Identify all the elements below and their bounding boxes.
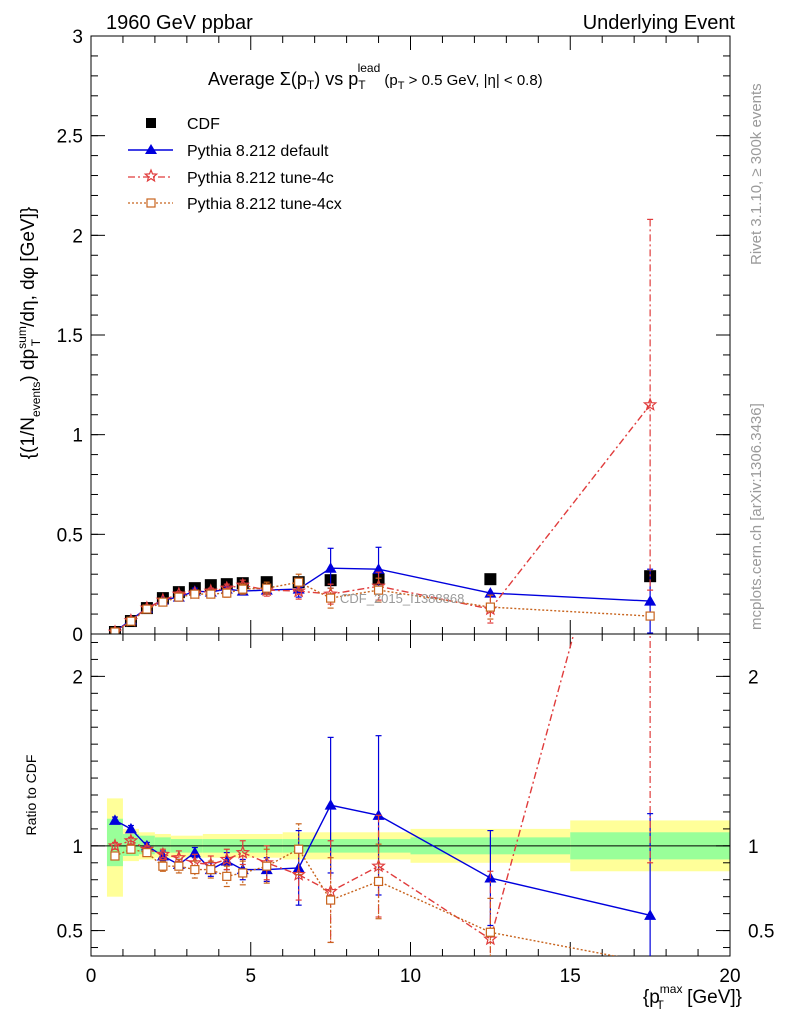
main-point-pythia-8-212-tune-4cx	[222, 588, 232, 598]
ratio-point-pythia-8-212-tune-4cx	[190, 864, 200, 875]
main-ytick-label: 1	[72, 426, 83, 447]
ratio-point-pythia-8-212-tune-4cx	[126, 844, 136, 854]
ratio-point-pythia-8-212-tune-4cx	[485, 927, 495, 937]
xlabel: {pmax T [GeV]}	[643, 982, 742, 1012]
main-point-pythia-8-212-tune-4cx	[126, 616, 136, 626]
main-point-pythia-8-212-tune-4cx	[110, 627, 120, 634]
ratio-point-pythia-8-212-default	[644, 909, 657, 920]
ratio-point-pythia-8-212-tune-4cx	[238, 868, 248, 878]
ratio-line-pythia-8-212-tune-4c	[114, 634, 575, 941]
main-point-pythia-8-212-tune-4cx	[206, 589, 216, 599]
ratio-point-pythia-8-212-tune-4cx	[646, 959, 654, 967]
ratio-ytick-label-right: 0.5	[748, 922, 774, 943]
main-point-cdf	[484, 573, 497, 586]
side-label-mcplots: mcplots.cern.ch [arXiv:1306.3436]	[748, 403, 765, 630]
main-panel: 0 0.5 1 1.5 2 2.5 3 Average Σ(pT) vs pTlead (p…	[57, 27, 731, 646]
ratio-point-pythia-8-212-tune-4cx	[373, 876, 384, 887]
ratio-point-pythia-8-212-tune-4cx	[110, 851, 120, 861]
legend: CDF Pythia 8.212 default Pythia 8.212 tu…	[128, 116, 342, 213]
ratio-point-pythia-8-212-tune-4cx	[222, 871, 232, 881]
ratio-ylabel: Ratio to CDF	[23, 755, 39, 836]
main-ytick-label: 1.5	[57, 326, 83, 347]
ratio-point-pythia-8-212-default	[372, 809, 385, 820]
main-point-pythia-8-212-tune-4cx	[190, 589, 200, 599]
main-ytick-label: 2	[72, 226, 83, 247]
main-series-pythia-8-212-tune-4cx	[110, 573, 655, 634]
ratio-point-pythia-8-212-tune-4cx	[142, 848, 152, 858]
main-ytick-label: 3	[72, 27, 83, 48]
ratio-point-pythia-8-212-tune-4cx	[262, 861, 272, 871]
xtick-label: 5	[245, 966, 256, 987]
legend-label-tune4c: Pythia 8.212 tune-4c	[187, 170, 334, 187]
legend-label-default: Pythia 8.212 default	[187, 143, 329, 160]
main-point-pythia-8-212-tune-4cx	[326, 593, 336, 603]
ratio-point-pythia-8-212-tune-4c	[235, 844, 251, 859]
ratio-frame	[90, 633, 731, 957]
ratio-point-pythia-8-212-default	[124, 822, 137, 834]
main-title: Average Σ(pT) vs pTlead (pT > 0.5 GeV, |…	[208, 61, 543, 92]
legend-marker-tune4cx	[146, 198, 156, 208]
ratio-ytick-label: 1	[72, 837, 83, 858]
ratio-ytick-label-right: 2	[748, 667, 759, 688]
main-ytick-label: 2.5	[57, 127, 83, 148]
main-ytick-label: 0.5	[57, 525, 83, 546]
legend-entry-tune4cx: Pythia 8.212 tune-4cx	[128, 196, 342, 213]
main-point-pythia-8-212-default	[324, 562, 337, 573]
main-point-pythia-8-212-tune-4cx	[262, 583, 272, 593]
main-point-pythia-8-212-tune-4c	[291, 583, 306, 598]
ratio-point-pythia-8-212-tune-4c	[291, 867, 306, 881]
ratio-ytick-label: 0.5	[57, 922, 83, 943]
ratio-ytick-label-right: 1	[748, 837, 759, 858]
main-point-pythia-8-212-tune-4c	[642, 397, 658, 411]
xtick-label: 15	[560, 966, 581, 987]
ratio-point-pythia-8-212-tune-4cx	[206, 864, 216, 875]
main-point-pythia-8-212-tune-4cx	[485, 602, 495, 612]
xtick-label: 0	[86, 966, 97, 987]
ratio-point-pythia-8-212-tune-4c	[123, 833, 139, 847]
ratio-point-pythia-8-212-tune-4c	[483, 931, 498, 946]
xtick-label: 10	[400, 966, 421, 987]
main-point-pythia-8-212-tune-4cx	[158, 597, 168, 607]
legend-marker-cdf	[146, 118, 156, 128]
xtick-label: 20	[719, 966, 740, 987]
main-point-pythia-8-212-tune-4cx	[645, 611, 655, 621]
header-left: 1960 GeV ppbar	[106, 12, 253, 34]
legend-label-tune4cx: Pythia 8.212 tune-4cx	[187, 196, 342, 213]
main-point-pythia-8-212-default	[644, 595, 657, 606]
ratio-panel: 0.5 0.51 12 20 5 10 15 20	[57, 633, 774, 987]
ratio-band-inner	[154, 837, 171, 853]
legend-marker-default	[145, 144, 157, 154]
main-point-pythia-8-212-tune-4cx	[238, 584, 248, 594]
ratio-point-pythia-8-212-tune-4c	[219, 851, 235, 866]
main-ytick-label: 0	[72, 625, 83, 646]
ratio-point-pythia-8-212-default	[324, 799, 337, 810]
ratio-point-pythia-8-212-tune-4cx	[158, 861, 168, 871]
ratio-point-pythia-8-212-tune-4cx	[174, 861, 184, 871]
watermark: CDF_2015_I1388868	[340, 591, 464, 606]
ratio-point-pythia-8-212-tune-4c	[107, 838, 123, 853]
ratio-point-pythia-8-212-tune-4c	[155, 846, 171, 861]
ratio-point-pythia-8-212-default	[108, 814, 121, 825]
main-point-pythia-8-212-tune-4cx	[373, 585, 384, 595]
ratio-ytick-label: 2	[72, 667, 83, 688]
legend-entry-default: Pythia 8.212 default	[128, 143, 329, 160]
main-point-pythia-8-212-default	[372, 563, 385, 574]
ratio-series-pythia-8-212-tune-4cx	[110, 823, 654, 967]
legend-entry-cdf: CDF	[146, 116, 220, 133]
legend-marker-tune4c	[143, 168, 159, 183]
legend-entry-tune4c: Pythia 8.212 tune-4c	[128, 168, 334, 187]
side-label-rivet: Rivet 3.1.10, ≥ 300k events	[748, 83, 765, 265]
ratio-point-pythia-8-212-tune-4cx	[326, 895, 336, 905]
main-ylabel: {(1/Nevents) dpsumT/dη, dφ [GeV]}	[15, 207, 43, 459]
main-point-pythia-8-212-tune-4cx	[294, 577, 304, 587]
ratio-point-pythia-8-212-tune-4cx	[294, 844, 304, 854]
legend-label-cdf: CDF	[187, 116, 220, 133]
main-point-pythia-8-212-tune-4cx	[174, 592, 184, 602]
main-point-pythia-8-212-tune-4cx	[142, 604, 152, 614]
header-right: Underlying Event	[583, 12, 736, 34]
